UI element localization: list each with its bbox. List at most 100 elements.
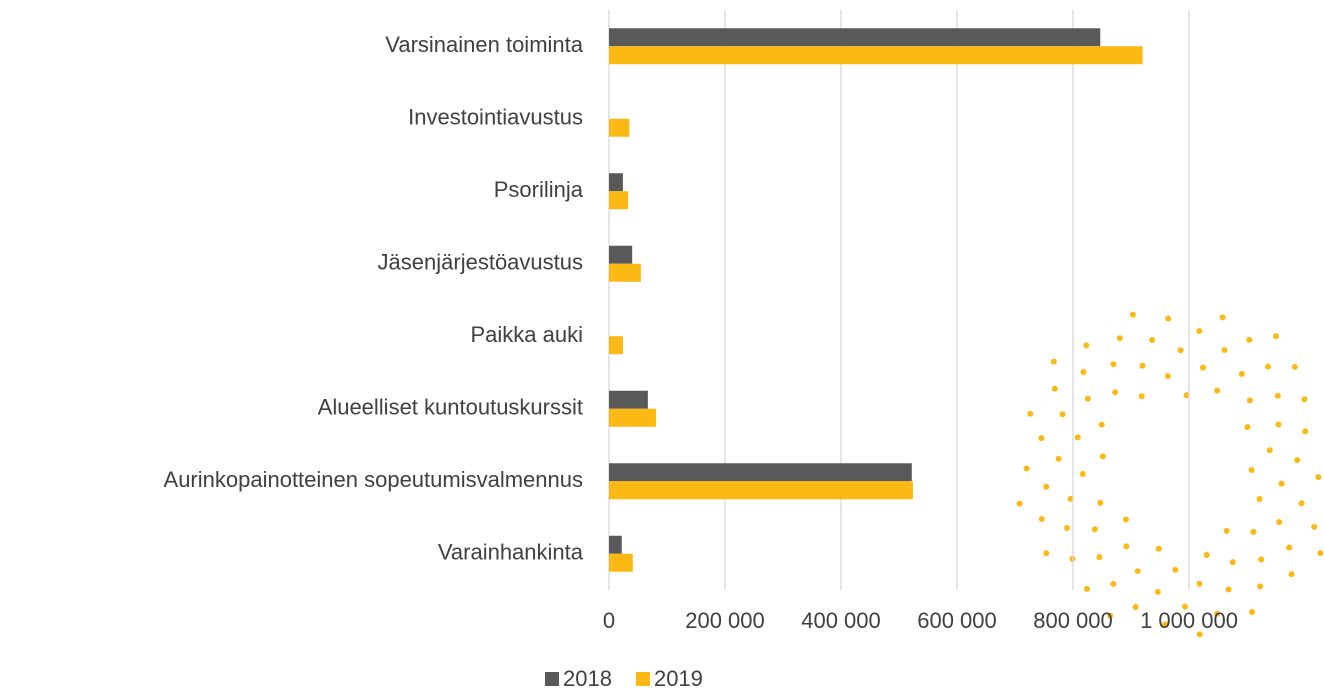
dot	[1123, 517, 1129, 523]
dot	[1258, 556, 1264, 562]
dot	[1276, 421, 1282, 427]
chart: 0200 000400 000600 000800 0001 000 000Va…	[0, 0, 1324, 694]
dot	[1276, 519, 1282, 525]
dot	[1249, 609, 1255, 615]
dot	[1311, 524, 1317, 530]
dot	[1080, 471, 1086, 477]
decoration	[1017, 312, 1324, 638]
dot	[1084, 586, 1090, 592]
dot	[1027, 411, 1033, 417]
dot	[1165, 316, 1171, 322]
legend-label: 2018	[563, 666, 612, 691]
legend-label: 2019	[654, 666, 703, 691]
dot	[1224, 528, 1230, 534]
dot	[1099, 422, 1105, 428]
dot	[1315, 474, 1321, 480]
dot	[1302, 428, 1308, 434]
dot	[1133, 604, 1139, 610]
x-tick-label: 0	[603, 608, 615, 633]
bar	[609, 336, 623, 354]
dot	[1043, 484, 1049, 490]
bar	[609, 119, 629, 137]
bar	[609, 191, 628, 209]
dot	[1110, 581, 1116, 587]
dot	[1226, 586, 1232, 592]
dot	[1097, 500, 1103, 506]
dot	[1117, 335, 1123, 341]
dot	[1139, 393, 1145, 399]
dot	[1038, 435, 1044, 441]
dot	[1064, 525, 1070, 531]
dot	[1200, 365, 1206, 371]
dot	[1294, 457, 1300, 463]
dot	[1289, 571, 1295, 577]
dot	[1149, 337, 1155, 343]
dot	[1043, 550, 1049, 556]
dot	[1230, 559, 1236, 565]
dot	[1139, 363, 1145, 369]
dot	[1051, 359, 1057, 365]
y-tick-label: Varainhankinta	[438, 540, 584, 565]
dot	[1110, 361, 1116, 367]
dot	[1247, 397, 1253, 403]
dot	[1250, 529, 1256, 535]
dot	[1135, 568, 1141, 574]
dot	[1257, 496, 1263, 502]
dot	[1096, 554, 1102, 560]
bar	[609, 264, 641, 282]
dot	[1244, 424, 1250, 430]
x-tick-label: 600 000	[917, 608, 997, 633]
dot	[1286, 545, 1292, 551]
y-tick-label: Aurinkopainotteinen sopeutumisvalmennus	[164, 467, 583, 492]
dot	[1172, 567, 1178, 573]
dot	[1221, 347, 1227, 353]
dot	[1080, 369, 1086, 375]
bar	[609, 28, 1100, 46]
dot	[1123, 543, 1129, 549]
bar	[609, 463, 912, 481]
bar	[609, 391, 648, 409]
x-tick-label: 1 000 000	[1140, 608, 1238, 633]
dot	[1085, 396, 1091, 402]
dot	[1265, 364, 1271, 370]
dot	[1060, 411, 1066, 417]
dot	[1100, 453, 1106, 459]
dot	[1075, 434, 1081, 440]
dot	[1197, 581, 1203, 587]
dot	[1196, 328, 1202, 334]
dot	[1275, 393, 1281, 399]
dot	[1257, 583, 1263, 589]
dot	[1301, 396, 1307, 402]
dot	[1052, 386, 1058, 392]
legend-swatch	[636, 672, 650, 686]
dot	[1130, 312, 1136, 318]
dot	[1156, 546, 1162, 552]
dot	[1039, 516, 1045, 522]
y-tick-label: Investointiavustus	[408, 105, 583, 130]
dot	[1112, 389, 1118, 395]
x-tick-label: 400 000	[801, 608, 881, 633]
dot	[1273, 333, 1279, 339]
dot	[1239, 371, 1245, 377]
dot	[1292, 364, 1298, 370]
dot	[1249, 467, 1255, 473]
bar	[609, 554, 633, 572]
dot	[1024, 466, 1030, 472]
dot	[1317, 550, 1323, 556]
bar	[609, 173, 623, 191]
dot	[1017, 501, 1023, 507]
dot	[1267, 447, 1273, 453]
dot	[1204, 552, 1210, 558]
bar	[609, 46, 1143, 64]
y-tick-label: Alueelliset kuntoutuskurssit	[318, 395, 583, 420]
y-tick-label: Psorilinja	[494, 177, 584, 202]
dot	[1056, 456, 1062, 462]
bar	[609, 246, 632, 264]
dot	[1246, 337, 1252, 343]
x-tick-label: 200 000	[685, 608, 765, 633]
bar	[609, 536, 622, 554]
dot	[1083, 342, 1089, 348]
dot	[1092, 526, 1098, 532]
legend-swatch	[545, 672, 559, 686]
y-tick-label: Jäsenjärjestöavustus	[378, 250, 583, 275]
